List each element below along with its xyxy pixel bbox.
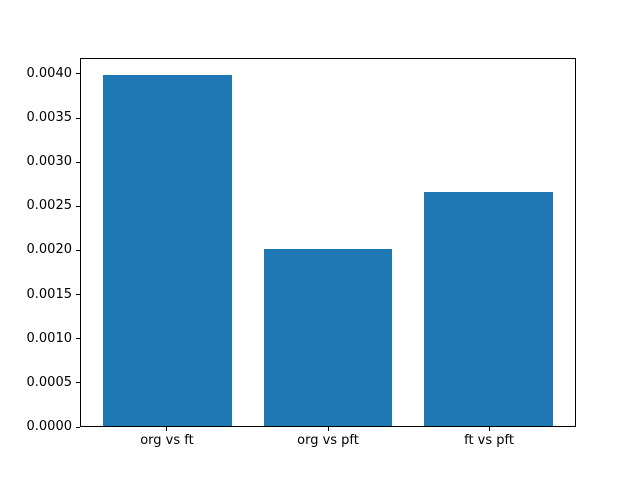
y-tick-label: 0.0010 <box>26 330 73 346</box>
y-tick-mark <box>76 117 80 119</box>
y-tick-label: 0.0020 <box>26 242 73 258</box>
y-tick-mark <box>76 426 80 428</box>
y-tick-label: 0.0000 <box>26 419 73 434</box>
y-tick-mark <box>76 382 80 384</box>
y-tick-label: 0.0025 <box>26 198 73 214</box>
y-tick-mark <box>76 338 80 340</box>
y-tick-label: 0.0030 <box>26 154 73 170</box>
bar-org-vs-pft <box>263 248 393 426</box>
x-tick-mark <box>488 427 490 431</box>
x-tick-mark <box>327 427 329 431</box>
y-tick-label: 0.0035 <box>26 110 73 126</box>
plot-area <box>80 58 576 427</box>
bar-ft-vs-pft <box>424 191 553 426</box>
y-tick-label: 0.0015 <box>26 286 73 302</box>
y-tick-mark <box>76 161 80 163</box>
y-tick-label: 0.0005 <box>26 374 73 390</box>
y-tick-mark <box>76 249 80 251</box>
bar-org-vs-ft <box>103 74 232 426</box>
y-tick-mark <box>76 73 80 75</box>
x-tick-label-org-vs-ft: org vs ft <box>140 433 194 448</box>
y-tick-mark <box>76 205 80 207</box>
x-tick-mark <box>166 427 168 431</box>
y-tick-label: 0.0040 <box>26 65 73 81</box>
x-tick-label-org-vs-pft: org vs pft <box>297 433 359 448</box>
y-tick-mark <box>76 294 80 296</box>
x-tick-label-ft-vs-pft: ft vs pft <box>464 433 514 448</box>
